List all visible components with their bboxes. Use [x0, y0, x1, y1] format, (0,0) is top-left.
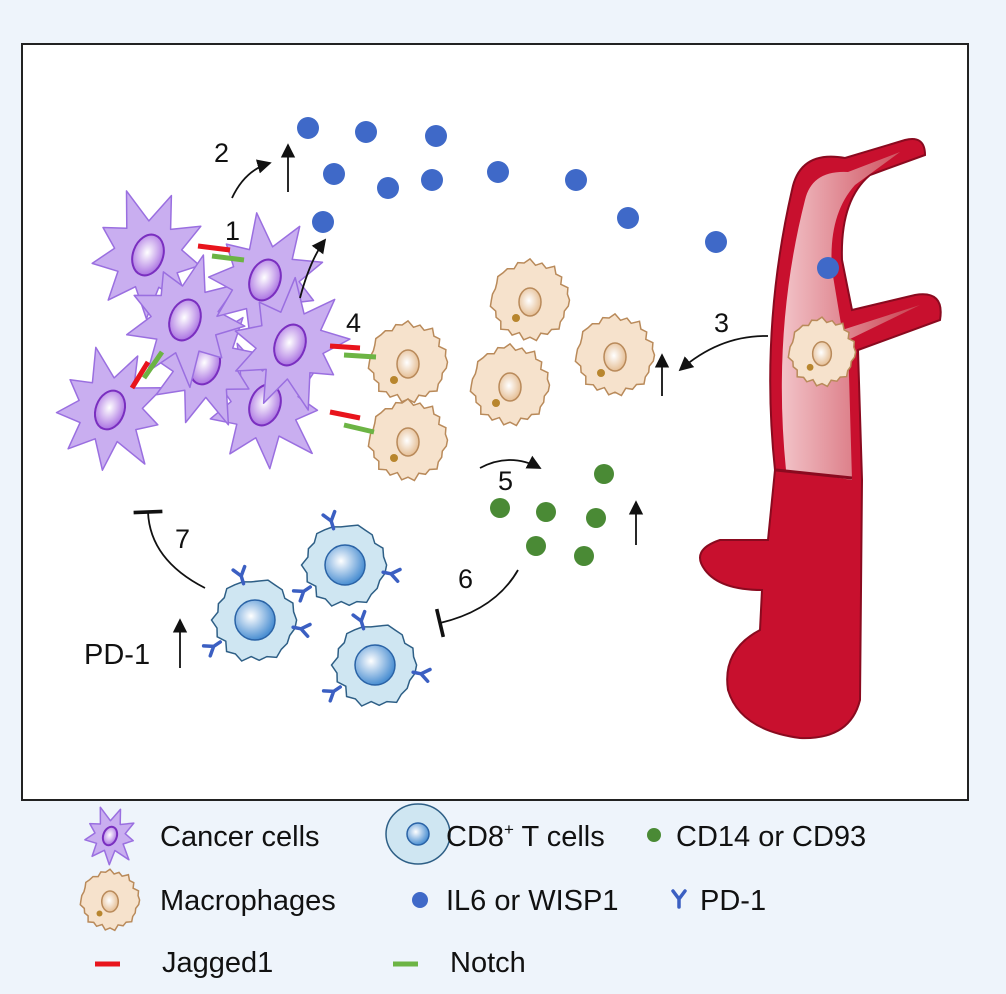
cancer-cell: [55, 346, 164, 471]
legend-il6-icon: [412, 892, 428, 908]
il6-wisp1-dot: [425, 125, 447, 147]
inhibit-step-6: [434, 569, 519, 638]
il6-wisp1-dot: [617, 207, 639, 229]
step-7-label: 7: [175, 524, 190, 554]
cancer-cell: [234, 276, 351, 411]
step-6-label: 6: [458, 564, 473, 594]
jagged1-bar: [329, 343, 361, 351]
arrow-step-3: [678, 335, 769, 372]
il6-wisp1-dot: [565, 169, 587, 191]
arrows: [133, 143, 769, 668]
il6-wisp1-dot: [377, 177, 399, 199]
inhibit-step-7: [133, 509, 206, 589]
macrophage: [367, 319, 449, 404]
nucleus: [248, 258, 282, 302]
legend-macrophages: Macrophages: [160, 885, 336, 917]
legend-jagged1: Jagged1: [162, 947, 273, 979]
cd8-t-cell: [201, 564, 312, 662]
cancer-cell: [125, 254, 246, 389]
cd14-cd93-dot: [586, 508, 606, 528]
arrow-to-il6: [299, 238, 327, 299]
pd1-up-label: PD-1: [84, 639, 150, 671]
step-5-label: 5: [498, 466, 513, 496]
jagged1-bar: [329, 409, 361, 421]
pd1-receptor-icon: [321, 509, 337, 531]
macrophage: [787, 316, 857, 388]
cancer-cell: [207, 212, 324, 343]
pd1-receptor-icon: [231, 564, 247, 586]
il6-wisp1-dot: [312, 211, 334, 233]
pd1-receptor-icon: [381, 567, 402, 584]
legend-cd14-icon: [647, 828, 661, 842]
pd1-receptor-icon: [201, 640, 223, 658]
il6-wisp1-dot: [421, 169, 443, 191]
macrophage: [79, 868, 141, 932]
il6-wisp1-dot: [487, 161, 509, 183]
step-1-label: 1: [225, 216, 240, 246]
pd1-receptor-icon: [291, 585, 313, 603]
pd1-receptor-icon: [291, 622, 312, 639]
notch-bar: [343, 352, 377, 360]
il6-wisp1-dot: [323, 163, 345, 185]
arrow-step-5: [479, 455, 542, 469]
step-3-label: 3: [714, 308, 729, 338]
macrophage: [574, 312, 656, 397]
step-2-label: 2: [214, 138, 229, 168]
legend-notch: Notch: [450, 947, 526, 979]
jagged1-bar: [197, 243, 231, 253]
macrophage: [469, 342, 551, 427]
cd14-cd93-dot: [490, 498, 510, 518]
legend-il6-wisp1: IL6 or WISP1: [446, 885, 618, 917]
step-4-label: 4: [346, 308, 361, 338]
pd1-receptor-icon: [671, 889, 687, 909]
notch-bar: [343, 422, 375, 435]
il6-wisp1-dot: [817, 257, 839, 279]
macrophage: [367, 397, 449, 482]
nucleus: [131, 233, 165, 277]
cd14-cd93-dot: [536, 502, 556, 522]
cd14-cd93-dot: [526, 536, 546, 556]
cancer-cell: [84, 806, 135, 866]
cd14-cd93-dot: [574, 546, 594, 566]
blood-vessel: [699, 138, 942, 740]
pd1-receptor-icon: [351, 609, 367, 631]
il6-wisp1-dot: [297, 117, 319, 139]
legend-cd14-cd93: CD14 or CD93: [676, 821, 866, 853]
legend: [79, 803, 687, 967]
jagged1-bar: [129, 360, 151, 390]
macrophage: [489, 257, 571, 342]
cd8-t-cell: [291, 509, 402, 607]
nucleus: [93, 389, 127, 431]
notch-bar: [141, 350, 165, 380]
il6-wisp1-dot: [705, 231, 727, 253]
legend-cd8-t-cells: CD8+ T cells: [446, 820, 605, 853]
nucleus: [273, 323, 307, 367]
arrow-step-2: [231, 159, 272, 199]
cancer-cell: [209, 342, 319, 470]
jagged-notch-pairs: [129, 243, 377, 435]
pd1-receptor-icon: [321, 685, 343, 703]
il6-wisp1-dot: [355, 121, 377, 143]
nucleus: [101, 825, 119, 847]
cd14-cd93-dot: [594, 464, 614, 484]
notch-bar: [211, 253, 245, 263]
cd8-t-cell: [321, 609, 432, 707]
legend-cancer-cells: Cancer cells: [160, 821, 320, 853]
pd1-receptor-icon: [411, 667, 432, 684]
nucleus: [168, 298, 202, 342]
legend-pd1: PD-1: [700, 885, 766, 917]
